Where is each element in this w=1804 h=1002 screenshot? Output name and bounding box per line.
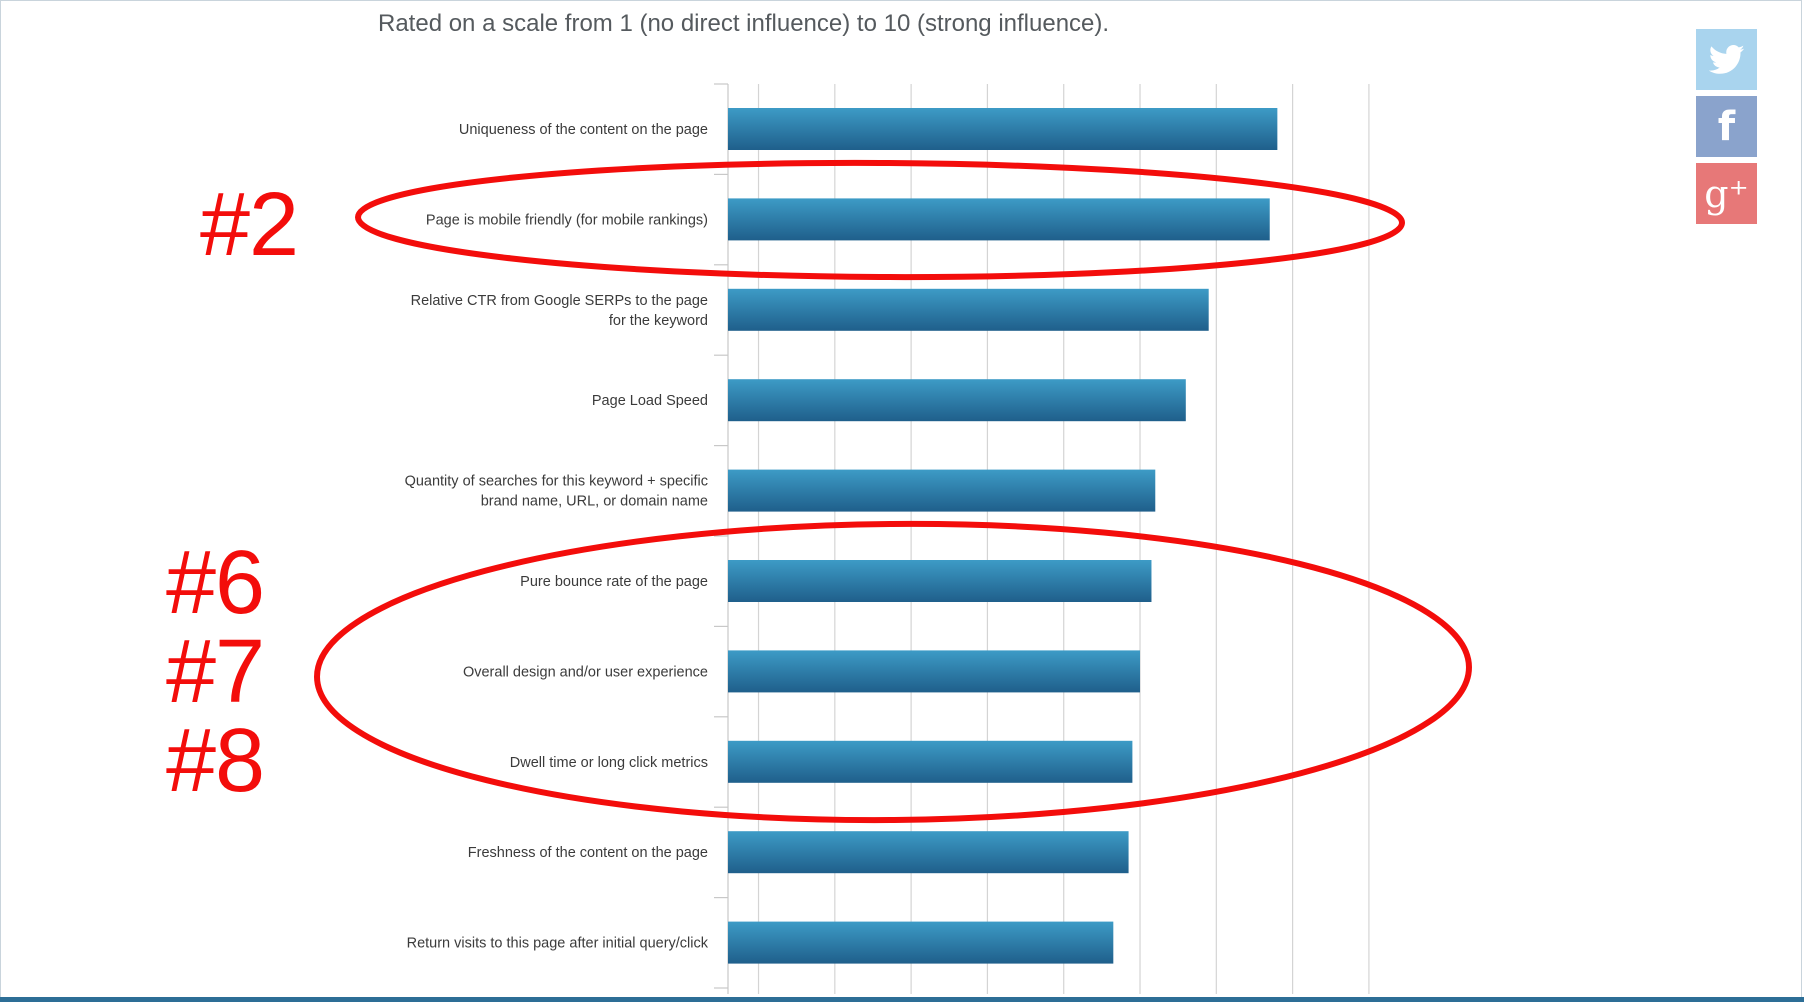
bar (728, 921, 1114, 964)
category-label: Overall design and/or user experience (463, 664, 708, 680)
bar (728, 198, 1270, 241)
category-axis (714, 83, 729, 994)
bars (728, 108, 1278, 964)
bar (728, 831, 1129, 874)
category-label: Freshness of the content on the page (468, 845, 708, 861)
bar (728, 650, 1141, 693)
bottom-border (0, 997, 1804, 1002)
category-label: Relative CTR from Google SERPs to the pa… (411, 293, 708, 309)
annotation-label-7: #7 (166, 622, 265, 722)
category-label: Page is mobile friendly (for mobile rank… (426, 212, 708, 228)
category-label: Page Load Speed (592, 393, 708, 409)
category-label: brand name, URL, or domain name (481, 494, 708, 510)
annotation-label-8: #8 (166, 711, 265, 811)
chart-subtitle: Rated on a scale from 1 (no direct influ… (378, 10, 1110, 37)
category-label: Uniqueness of the content on the page (459, 122, 708, 138)
bar (728, 108, 1278, 150)
annotation-label-2: #2 (200, 175, 299, 275)
googleplus-share-button[interactable]: g⁺ (1696, 163, 1757, 224)
bar (728, 379, 1186, 422)
category-label: Quantity of searches for this keyword + … (405, 474, 708, 490)
bar (728, 469, 1156, 512)
category-label: for the keyword (609, 313, 708, 329)
bar (728, 740, 1133, 783)
annotation-ellipse-6-8 (314, 520, 1472, 824)
annotation-ellipses (314, 159, 1472, 824)
twitter-bird-icon (1708, 44, 1744, 74)
category-label: Return visits to this page after initial… (407, 936, 709, 952)
category-label: Pure bounce rate of the page (520, 574, 708, 590)
google-plus-icon: g⁺ (1704, 171, 1749, 216)
facebook-f-icon: f (1717, 103, 1736, 150)
category-label: Dwell time or long click metrics (510, 755, 708, 771)
facebook-share-button[interactable]: f (1696, 96, 1757, 157)
bar (728, 560, 1152, 602)
bar (728, 288, 1209, 331)
annotation-ellipse-2 (355, 159, 1405, 281)
annotation-label-6: #6 (166, 533, 265, 633)
category-labels: Uniqueness of the content on the page Pag… (405, 122, 709, 952)
twitter-share-button[interactable] (1696, 29, 1757, 90)
